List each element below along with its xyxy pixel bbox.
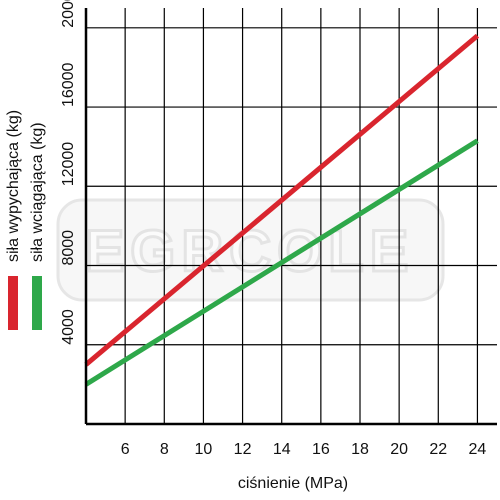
plot-series [84,33,480,387]
y-tick-label-16000: 16000 [60,62,77,107]
x-tick-label-12: 12 [234,441,252,458]
x-tick-label-8: 8 [160,441,169,458]
watermark: EGRCOLE [56,198,445,302]
series-line-pulling-force [84,138,479,387]
x-tick-label-24: 24 [469,441,487,458]
x-tick-label-18: 18 [351,441,369,458]
legend: siła wypychająca (kg) siła wciągająca (kg… [5,110,46,330]
x-tick-label-10: 10 [195,441,213,458]
grid [86,8,497,424]
legend-label-pulling-force: siła wciągająca (kg) [29,122,46,262]
axes [84,8,497,426]
x-tick-label-20: 20 [390,441,408,458]
x-axis-title: ciśnienie (MPa) [238,475,348,492]
x-tick-label-14: 14 [273,441,291,458]
tick-labels: 6 8 10 12 14 16 18 20 22 24 4000 8000 12000 16000 2000… [60,0,486,458]
x-tick-label-16: 16 [312,441,330,458]
y-tick-label-4000: 4000 [60,309,77,345]
y-tick-label-12000: 12000 [60,142,77,187]
x-tick-label-6: 6 [121,441,130,458]
y-tick-label-20000: 20000 [60,0,77,28]
series-line-pushing-force [84,33,480,367]
x-tick-label-22: 22 [429,441,447,458]
axis-labels: ciśnienie (MPa) [238,475,348,492]
legend-label-pushing-force: siła wypychająca (kg) [5,110,22,262]
y-tick-label-8000: 8000 [60,230,77,266]
